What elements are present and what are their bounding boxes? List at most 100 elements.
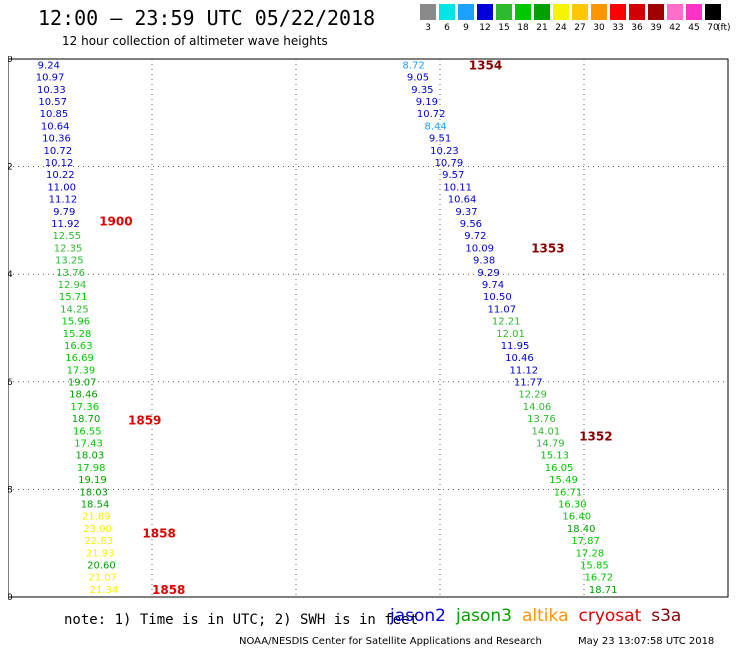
wave-height-value: 15.85 [580,561,609,572]
lat-tick-label: -40 [8,56,13,65]
scale-label: 6 [444,23,450,33]
wave-height-value: 11.07 [487,304,516,315]
wave-height-value: 14.06 [523,402,552,413]
wave-height-value: 18.03 [76,451,105,462]
wave-height-value: 9.51 [429,134,451,145]
wave-height-value: 11.12 [510,365,539,376]
wave-height-value: 13.76 [527,414,556,425]
scale-swatch [553,4,569,20]
wave-height-value: 11.77 [514,378,543,389]
scale-swatch [629,4,645,20]
wave-height-value: 9.29 [477,268,499,279]
satellite-tracks: 8.729.059.359.1910.728.449.5110.2310.799… [36,58,618,597]
generation-timestamp: May 23 13:07:58 UTC 2018 [578,636,715,647]
wave-height-value: 10.79 [435,158,464,169]
wave-height-value: 16.40 [562,512,591,523]
wave-height-value: 15.28 [63,329,92,340]
wave-height-value: 15.49 [549,475,578,486]
scale-label: 9 [463,23,469,33]
wave-height-value: 10.72 [43,146,72,157]
scale-swatch [667,4,683,20]
map-axes: 120123126129132135-40-42-44-46-48-50 [8,56,13,603]
wave-height-value: 14.79 [536,439,565,450]
wave-height-value: 11.95 [501,341,530,352]
wave-height-value: 12.35 [54,243,83,254]
scale-label: 12 [479,23,491,33]
wave-height-value: 21.89 [82,512,111,523]
wave-height-value: 10.36 [42,134,71,145]
wave-height-value: 20.60 [87,561,116,572]
scale-swatch [534,4,550,20]
wave-height-value: 17.39 [67,365,96,376]
wave-height-value: 10.46 [505,353,534,364]
page-title: 12:00 – 23:59 UTC 05/22/2018 [38,6,376,30]
wave-height-value: 18.46 [69,390,98,401]
scale-label: 33 [612,23,624,33]
scale-units: (ft) [717,23,731,33]
scale-swatch [648,4,664,20]
scale-label: 24 [555,23,567,33]
lat-tick-label: -46 [8,378,13,388]
wave-height-value: 9.35 [411,85,433,96]
wave-height-value: 17.87 [571,536,600,547]
wave-height-value: 12.29 [518,390,547,401]
scale-swatch [572,4,588,20]
wave-height-value: 17.28 [576,548,605,559]
scale-swatch [515,4,531,20]
wave-height-value: 16.71 [554,487,583,498]
scale-swatch [496,4,512,20]
scale-swatch [477,4,493,20]
wave-height-value: 9.56 [460,219,482,230]
wave-height-value: 23.00 [83,524,112,535]
scale-swatch [705,4,721,20]
wave-height-value: 10.50 [483,292,512,303]
scale-label: 36 [631,23,643,33]
pass-time-label: 1858 [142,526,175,540]
lat-tick-label: -44 [8,270,13,280]
scale-label: 30 [593,23,605,33]
legend-item-altika: altika [522,606,569,626]
map-frame [8,58,729,598]
wave-height-value: 12.94 [58,280,87,291]
scale-swatch [439,4,455,20]
wave-height-value: 9.37 [455,207,477,218]
wave-height-value: 9.05 [407,73,429,84]
wave-height-value: 9.79 [53,207,75,218]
wave-height-value: 17.36 [70,402,99,413]
scale-swatch [591,4,607,20]
wave-height-value: 13.25 [55,256,84,267]
wave-height-value: 10.11 [443,182,472,193]
wave-height-value: 9.38 [473,256,495,267]
wave-height-value: 21.07 [88,573,117,584]
pass-time-label: 1859 [128,413,161,427]
wave-height-value: 17.43 [74,439,103,450]
wave-height-value: 18.03 [79,487,108,498]
wave-height-value: 10.64 [448,195,477,206]
lat-tick-label: -48 [8,485,13,495]
scale-label: 45 [688,23,700,33]
wave-height-value: 21.93 [86,548,115,559]
wave-height-value: 16.69 [65,353,94,364]
wave-height-value: 10.12 [45,158,74,169]
pass-time-label: 1858 [152,583,185,597]
wave-height-value: 15.13 [540,451,569,462]
scale-label: 42 [669,23,681,33]
wave-height-value: 9.74 [482,280,504,291]
wave-height-value: 10.33 [37,85,66,96]
wave-height-value: 19.19 [78,475,107,486]
scale-label: 21 [536,23,548,33]
lat-tick-label: -42 [8,163,13,173]
wave-height-value: 11.00 [47,182,76,193]
wave-height-value: 10.22 [46,170,75,181]
wave-height-value: 11.92 [51,219,80,230]
wave-height-value: 16.55 [73,426,102,437]
footnote: note: 1) Time is in UTC; 2) SWH is in fe… [64,612,419,628]
wave-height-value: 18.70 [72,414,101,425]
lat-tick-label: -50 [8,593,13,603]
scale-swatch [420,4,436,20]
wave-height-value: 13.76 [56,268,85,279]
pass-time-label: 1900 [99,214,132,228]
credit-line: NOAA/NESDIS Center for Satellite Applica… [239,636,542,647]
wave-height-value: 18.40 [567,524,596,535]
satellite-legend: jason2 jason3 altika cryosat s3a [390,606,691,626]
